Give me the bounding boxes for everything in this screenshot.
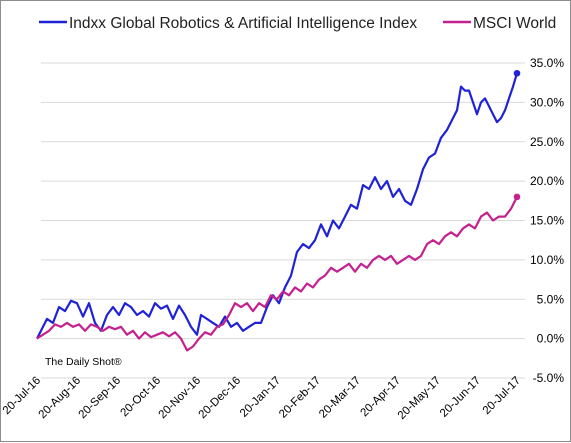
x-tick-label: 20-Dec-16 — [197, 375, 243, 421]
series-line-1 — [36, 196, 518, 352]
x-axis-ticks: 20-Jul-1620-Aug-1620-Sep-1620-Oct-1620-N… — [1, 375, 523, 422]
series-lines — [36, 69, 521, 352]
legend-label-robotics: Indxx Global Robotics & Artificial Intel… — [69, 15, 417, 32]
y-tick-label: -5.0% — [533, 371, 565, 385]
x-tick-label: 20-Mar-17 — [317, 375, 363, 421]
y-tick-label: 5.0% — [537, 292, 565, 306]
series-line-0 — [36, 72, 519, 340]
gridlines — [41, 62, 525, 379]
y-tick-label: 35.0% — [530, 56, 564, 70]
y-tick-label: 30.0% — [530, 95, 564, 109]
x-tick-label: 20-Jul-16 — [1, 375, 43, 417]
x-tick-label: 20-Aug-16 — [37, 375, 83, 421]
y-tick-label: 25.0% — [530, 135, 564, 149]
x-tick-label: 20-Jun-17 — [438, 375, 483, 420]
credit-label: The Daily Shot® — [45, 356, 122, 368]
x-tick-label: 20-Jan-17 — [238, 375, 283, 420]
legend-label-msci: MSCI World — [473, 15, 556, 32]
legend: Indxx Global Robotics & Artificial Intel… — [39, 15, 556, 32]
x-tick-label: 20-May-17 — [396, 375, 443, 422]
x-tick-label: 20-Nov-16 — [157, 375, 203, 421]
x-tick-label: 20-Jul-17 — [481, 375, 523, 417]
y-tick-label: 0.0% — [537, 332, 565, 346]
x-tick-label: 20-Sep-16 — [77, 375, 123, 421]
series-endpoint-0 — [513, 69, 521, 77]
x-tick-label: 20-Feb-17 — [277, 375, 323, 421]
series-endpoint-1 — [513, 193, 521, 201]
y-tick-label: 10.0% — [530, 253, 564, 267]
y-axis-ticks: 35.0% 30.0% 25.0% 20.0% 15.0% 10.0% 5.0% 0.0% -5… — [530, 56, 564, 385]
y-tick-label: 15.0% — [530, 214, 564, 228]
y-tick-label: 20.0% — [530, 174, 564, 188]
